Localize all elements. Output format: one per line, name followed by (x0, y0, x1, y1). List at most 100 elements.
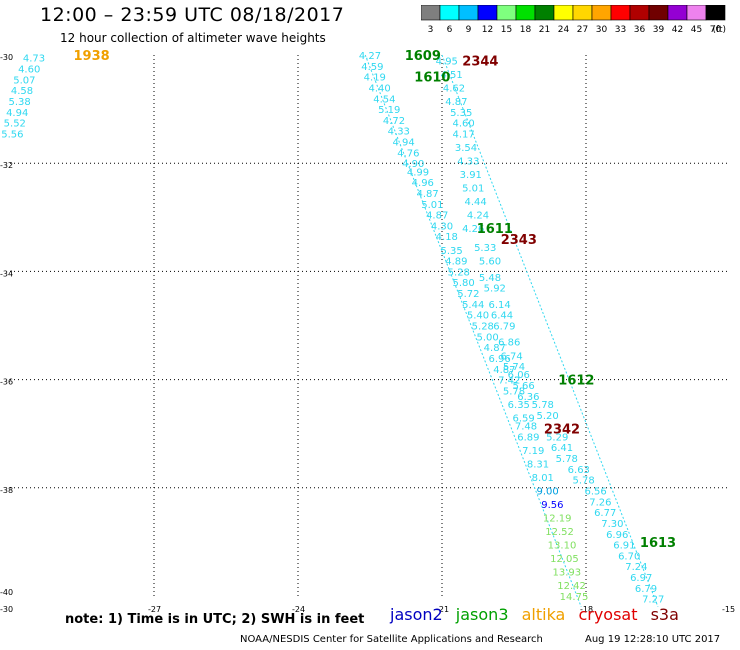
swh-value: 6.89 (517, 432, 539, 443)
swh-value: 6.79 (635, 584, 657, 595)
legend-label: 6 (447, 25, 453, 35)
swh-value: 7.27 (642, 595, 664, 606)
swh-value: 5.66 (512, 381, 534, 392)
swh-value: 5.60 (479, 257, 501, 268)
swh-value: 9.00 (536, 487, 558, 498)
legend-label: 42 (672, 25, 683, 35)
swh-value: 5.78 (572, 476, 594, 487)
legend-label: 45 (691, 25, 702, 35)
swh-value: 4.72 (383, 116, 405, 127)
y-tick-label: -38 (0, 486, 13, 495)
time-label: 2343 (501, 233, 537, 248)
swh-value: 7.24 (625, 562, 647, 573)
swh-value: 5.33 (474, 243, 496, 254)
footer-credit: NOAA/NESDIS Center for Satellite Applica… (240, 634, 543, 645)
swh-value: 6.36 (517, 392, 539, 403)
swh-value: 5.28 (448, 267, 470, 278)
swh-value: 6.79 (493, 322, 515, 333)
swh-value: 4.44 (464, 197, 486, 208)
swh-value: 6.35 (508, 400, 530, 411)
swh-value: 9.56 (541, 500, 563, 511)
swh-value: 4.90 (402, 159, 424, 170)
swh-value: 13.93 (552, 568, 581, 579)
legend-label: 3 (428, 25, 434, 35)
swh-value: 4.73 (23, 54, 45, 65)
swh-value: 6.63 (568, 465, 590, 476)
swh-value: 6.59 (512, 413, 534, 424)
swh-value: 12.52 (545, 527, 574, 538)
legend-label: 24 (558, 25, 570, 35)
swh-value: 5.35 (440, 246, 462, 257)
swh-value: 4.51 (440, 70, 462, 81)
legend-swatch (705, 5, 726, 21)
x-tick-label: -21 (436, 605, 449, 614)
swh-value: 4.24 (467, 211, 489, 222)
swh-value: 4.95 (436, 56, 458, 67)
x-tick-label: -30 (0, 605, 13, 614)
sat-jason3: jason3 (455, 605, 509, 624)
swh-value: 13.10 (548, 541, 577, 552)
swh-value: 5.07 (13, 75, 35, 86)
swh-value: 7.48 (515, 422, 537, 433)
swh-value: 6.56 (584, 487, 606, 498)
swh-value: 6.41 (551, 443, 573, 454)
swh-value: 4.87 (416, 189, 438, 200)
swh-value: 14.75 (560, 592, 589, 603)
swh-value: 4.96 (412, 178, 434, 189)
swh-value: 4.94 (6, 108, 28, 119)
legend-label: 12 (482, 25, 493, 35)
swh-value: 4.54 (373, 94, 395, 105)
swh-value: 4.76 (397, 148, 419, 159)
swh-value: 5.52 (4, 119, 26, 130)
time-label: 2342 (544, 422, 580, 437)
swh-value: 6.86 (498, 338, 520, 349)
swh-value: 7.42 (498, 376, 520, 387)
swh-value: 4.58 (11, 86, 33, 97)
swh-value: 6.70 (618, 551, 640, 562)
time-label: 1612 (558, 374, 594, 389)
legend-label: 15 (501, 25, 512, 35)
swh-value: 4.19 (364, 73, 386, 84)
page-title: 12:00 – 23:59 UTC 08/18/2017 (40, 4, 345, 26)
y-tick-label: -34 (0, 269, 13, 278)
time-label: 1609 (405, 49, 441, 64)
legend-label: 33 (615, 25, 626, 35)
swh-value: 5.44 (462, 300, 484, 311)
swh-value: 3.54 (455, 143, 477, 154)
track-line (364, 54, 582, 608)
swh-value: 12.42 (557, 581, 586, 592)
x-tick-label: -27 (148, 605, 161, 614)
x-tick-label: -24 (292, 605, 305, 614)
x-tick-label: -15 (722, 605, 735, 614)
swh-value: 5.29 (546, 432, 568, 443)
swh-value: 3.91 (460, 170, 482, 181)
swh-value: 8.31 (527, 459, 549, 470)
swh-value: 4.87 (493, 365, 515, 376)
swh-value: 5.35 (450, 108, 472, 119)
time-label: 1611 (477, 222, 513, 237)
swh-value: 5.00 (476, 332, 498, 343)
swh-value: 6.74 (500, 351, 522, 362)
swh-value: 6.44 (491, 311, 513, 322)
footer-note: note: 1) Time is in UTC; 2) SWH is in fe… (65, 612, 365, 627)
swh-value: 5.78 (532, 400, 554, 411)
swh-value: 4.87 (426, 211, 448, 222)
swh-value: 5.80 (452, 278, 474, 289)
y-tick-label: -32 (0, 161, 13, 170)
legend-label: 70 (710, 25, 722, 35)
swh-value: 12.19 (543, 514, 572, 525)
time-label: 1613 (640, 536, 676, 551)
swh-value: 4.26 (462, 224, 484, 235)
sat-s3a: s3a (650, 605, 679, 624)
legend-label: 36 (634, 25, 646, 35)
swh-value: 6.77 (594, 508, 616, 519)
swh-value: 6.91 (613, 541, 635, 552)
swh-value: 4.33 (388, 127, 410, 138)
swh-value: 5.28 (472, 322, 494, 333)
swh-value: 4.89 (445, 257, 467, 268)
swh-value: 6.96 (488, 354, 510, 365)
swh-value: 12.05 (550, 554, 579, 565)
legend-unit: (ft) (712, 25, 726, 35)
swh-value: 4.18 (436, 232, 458, 243)
